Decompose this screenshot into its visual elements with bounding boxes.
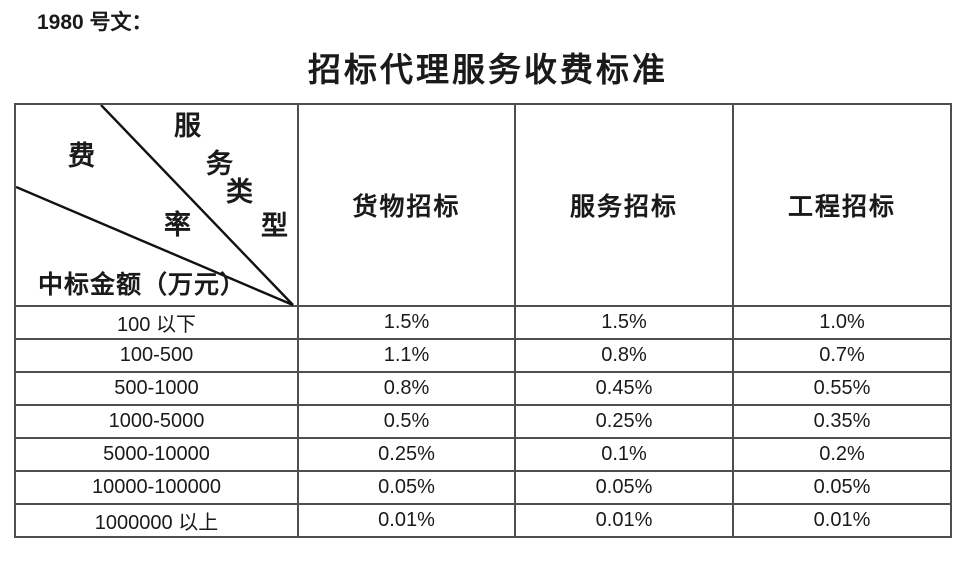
rate-value: 1.5% (514, 305, 734, 340)
doc-ref: 1980 号文： (37, 11, 153, 34)
row-label: 5000-10000 (14, 437, 299, 472)
table-row: 500-1000 0.8% 0.45% 0.55% (14, 371, 952, 406)
corner-axis-char: 率 (164, 210, 191, 240)
row-label: 100-500 (14, 338, 299, 373)
corner-axis-char: 费 (68, 141, 95, 171)
table-row: 100-500 1.1% 0.8% 0.7% (14, 338, 952, 373)
fee-table: 服 务 类 型 费 率 中标金额（万元） 货物招标 服务招标 工程招标 100 … (14, 103, 952, 538)
rate-value: 0.1% (514, 437, 734, 472)
table-row: 10000-100000 0.05% 0.05% 0.05% (14, 470, 952, 505)
column-header-services: 服务招标 (514, 103, 734, 307)
rate-value: 0.2% (732, 437, 952, 472)
rate-value: 0.01% (514, 503, 734, 538)
rate-value: 0.35% (732, 404, 952, 439)
table-header-row: 服 务 类 型 费 率 中标金额（万元） 货物招标 服务招标 工程招标 (14, 103, 952, 307)
table-row: 5000-10000 0.25% 0.1% 0.2% (14, 437, 952, 472)
rate-value: 1.1% (297, 338, 516, 373)
rate-value: 0.8% (514, 338, 734, 373)
corner-header-cell: 服 务 类 型 费 率 中标金额（万元） (14, 103, 299, 307)
rate-value: 1.0% (732, 305, 952, 340)
row-label: 500-1000 (14, 371, 299, 406)
corner-axis-char: 服 (174, 111, 201, 141)
rate-value: 0.7% (732, 338, 952, 373)
rate-value: 0.05% (297, 470, 516, 505)
rate-value: 0.25% (514, 404, 734, 439)
corner-axis-char: 务 (206, 149, 233, 179)
rate-value: 0.01% (732, 503, 952, 538)
table-row: 1000-5000 0.5% 0.25% 0.35% (14, 404, 952, 439)
corner-axis-char: 型 (261, 211, 288, 241)
table-row: 100 以下 1.5% 1.5% 1.0% (14, 305, 952, 340)
row-label: 10000-100000 (14, 470, 299, 505)
rate-value: 1.5% (297, 305, 516, 340)
rate-value: 0.55% (732, 371, 952, 406)
corner-row-axis-label: 中标金额（万元） (38, 272, 247, 299)
corner-axis-char: 类 (226, 177, 253, 207)
rate-value: 0.05% (514, 470, 734, 505)
rate-value: 0.01% (297, 503, 516, 538)
rate-value: 0.5% (297, 404, 516, 439)
rate-value: 0.8% (297, 371, 516, 406)
diagonal-divider-lines (16, 105, 294, 307)
page-title: 招标代理服务收费标准 (308, 53, 668, 89)
rate-value: 0.25% (297, 437, 516, 472)
rate-value: 0.45% (514, 371, 734, 406)
column-header-goods: 货物招标 (297, 103, 516, 307)
row-label: 100 以下 (14, 305, 299, 340)
column-header-engineering: 工程招标 (732, 103, 952, 307)
table-row: 1000000 以上 0.01% 0.01% 0.01% (14, 503, 952, 538)
rate-value: 0.05% (732, 470, 952, 505)
row-label: 1000-5000 (14, 404, 299, 439)
row-label: 1000000 以上 (14, 503, 299, 538)
